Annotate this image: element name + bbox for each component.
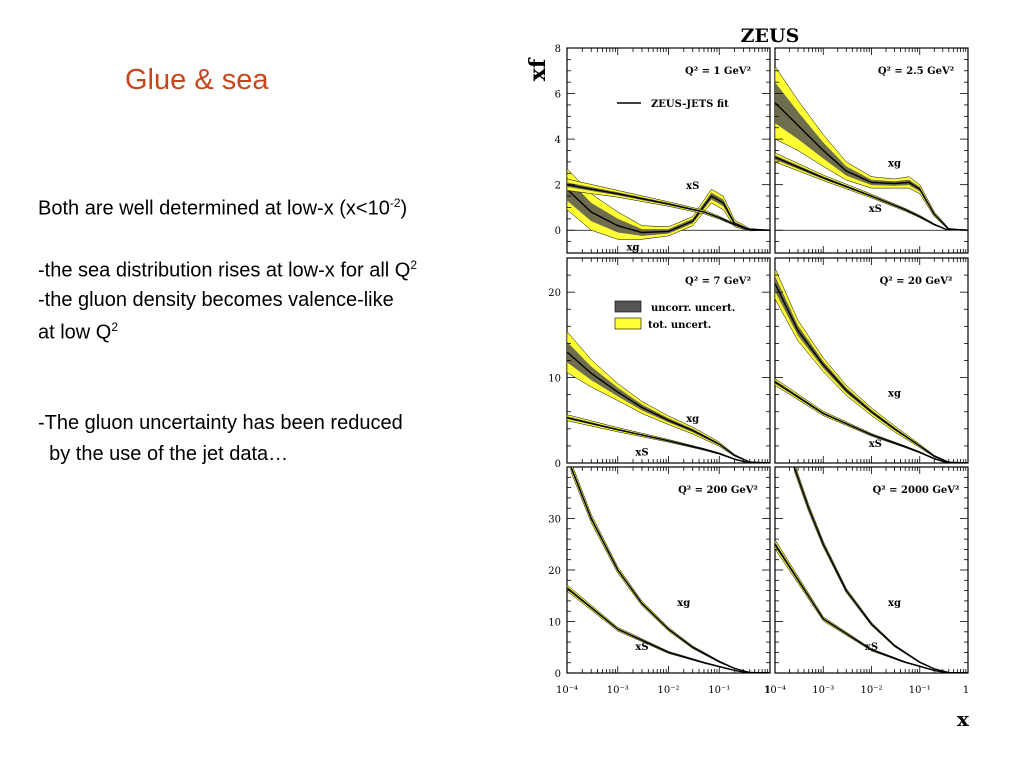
bullet-line: -the gluon density becomes valence-like bbox=[38, 289, 394, 312]
x-tick-label: 10⁻⁴ bbox=[764, 685, 786, 696]
curve-label-xS: xS bbox=[869, 439, 882, 450]
curve-label-xS: xS bbox=[635, 447, 648, 458]
curve-label-xg: xg bbox=[888, 388, 901, 399]
curve-label-xS: xS bbox=[635, 642, 648, 653]
legend-uncorr-swatch bbox=[614, 300, 642, 313]
chart-panel: Q² = 20 GeV² xg xS bbox=[774, 257, 969, 464]
y-tick-label: 30 bbox=[548, 515, 561, 526]
series-xg-fit-line bbox=[570, 467, 770, 673]
series-xS-fit-line bbox=[775, 381, 968, 463]
y-tick-label: 6 bbox=[555, 90, 561, 101]
x-tick-label: 1 bbox=[963, 685, 969, 696]
chart-panel: 0 10 20 30 Q² = 200 GeV² xg xS 10⁻⁴ 10⁻³ 10⁻² 10⁻¹… bbox=[548, 466, 771, 696]
bullet-text-after: ) bbox=[400, 197, 408, 220]
curve-label-xg: xg bbox=[888, 598, 901, 609]
bullet-line: by the use of the jet data… bbox=[38, 443, 288, 466]
curve-label-xS: xS bbox=[686, 181, 699, 192]
panel-plot-area bbox=[567, 168, 770, 240]
chart-panel: Q² = 2.5 GeV² xg xS bbox=[774, 47, 969, 254]
y-tick-label: 20 bbox=[548, 288, 561, 299]
curve-label-xS: xS bbox=[869, 204, 882, 215]
series-xg-uncorr-uncert-band bbox=[567, 177, 770, 236]
y-tick-label: 0 bbox=[555, 226, 561, 237]
panel-q2-label: Q² = 20 GeV² bbox=[880, 276, 953, 287]
legend-fit-label: ZEUS-JETS fit bbox=[651, 99, 729, 110]
curve-label-xg: xg bbox=[888, 158, 901, 169]
panel-frame bbox=[566, 257, 771, 464]
bullet-text: -The gluon uncertainty has been reduced bbox=[38, 412, 403, 434]
chart-panel: Q² = 2000 GeV² xg xS 10⁻⁴ 10⁻³ 10⁻² 10⁻¹ 1 bbox=[764, 466, 969, 696]
panel-frame bbox=[566, 466, 771, 674]
y-tick-label: 2 bbox=[555, 181, 561, 192]
series-xS-fit-line bbox=[775, 156, 968, 231]
panel-plot-area bbox=[567, 467, 770, 673]
x-tick-label: 10⁻¹ bbox=[708, 685, 730, 696]
y-axis-label: xf bbox=[525, 57, 551, 81]
y-tick-label: 10 bbox=[548, 618, 561, 629]
series-xg-fit-line bbox=[775, 102, 968, 231]
panel-q2-label: Q² = 200 GeV² bbox=[678, 485, 758, 496]
panels-layer: 0 2 4 6 8 Q² = 1 GeV² xg xS ZEUS-JETS fit Q² = 2.… bbox=[548, 44, 969, 696]
bullet-text: -the gluon density becomes valence-like bbox=[38, 289, 394, 311]
bullet-superscript: 2 bbox=[111, 320, 119, 334]
legend-tot-label: tot. uncert. bbox=[648, 320, 711, 331]
y-tick-label: 0 bbox=[555, 669, 561, 680]
panel-q2-label: Q² = 1 GeV² bbox=[685, 66, 751, 77]
series-xS-fit-line bbox=[775, 543, 968, 673]
x-tick-label: 10⁻⁴ bbox=[556, 685, 578, 696]
y-tick-label: 4 bbox=[555, 135, 561, 146]
y-tick-label: 20 bbox=[548, 566, 561, 577]
series-xg-fit-line bbox=[775, 283, 968, 463]
curve-label-xS: xS bbox=[865, 642, 878, 653]
slide-title: Glue & sea bbox=[125, 64, 269, 96]
series-xS-fit-line bbox=[567, 417, 770, 463]
panel-plot-area bbox=[775, 65, 968, 231]
bullet-text: -the sea distribution rises at low-x for… bbox=[38, 259, 411, 282]
bullet-text: at low Q bbox=[38, 321, 112, 344]
series-xS-fit-line bbox=[567, 587, 770, 673]
x-tick-label: 10⁻³ bbox=[812, 685, 834, 696]
bullet-superscript: -2 bbox=[389, 196, 401, 210]
series-xg-fit-line bbox=[793, 467, 968, 673]
series-xS-fit-line bbox=[567, 184, 770, 231]
x-tick-label: 10⁻³ bbox=[607, 685, 629, 696]
x-axis-label: x bbox=[957, 707, 970, 731]
x-tick-label: 1 bbox=[765, 685, 771, 696]
curve-label-xg: xg bbox=[686, 414, 699, 425]
x-tick-label: 10⁻² bbox=[657, 685, 679, 696]
legend-uncorr-label: uncorr. uncert. bbox=[651, 303, 735, 314]
bullet-line: -The gluon uncertainty has been reduced bbox=[38, 412, 403, 435]
bullet-text: by the use of the jet data… bbox=[38, 443, 289, 465]
bullet-line: Both are well determined at low-x (x<10-… bbox=[38, 196, 407, 221]
bullet-superscript: 2 bbox=[410, 258, 418, 272]
legend-tot-swatch bbox=[614, 317, 642, 330]
curve-label-xg: xg bbox=[677, 598, 690, 609]
panel-q2-label: Q² = 7 GeV² bbox=[685, 276, 751, 287]
x-tick-label: 10⁻¹ bbox=[909, 685, 931, 696]
series-xg-fit-line bbox=[567, 351, 770, 463]
bullet-line: -the sea distribution rises at low-x for… bbox=[38, 258, 417, 283]
panel-q2-label: Q² = 2.5 GeV² bbox=[878, 66, 954, 77]
panel-frame bbox=[774, 257, 969, 464]
panel-plot-area bbox=[775, 268, 968, 463]
y-tick-label: 0 bbox=[555, 459, 561, 470]
panel-q2-label: Q² = 2000 GeV² bbox=[873, 485, 960, 496]
x-tick-label: 10⁻² bbox=[860, 685, 882, 696]
chart-panel: 0 2 4 6 8 Q² = 1 GeV² xg xS ZEUS-JETS fit bbox=[555, 44, 771, 254]
y-tick-label: 8 bbox=[555, 44, 561, 55]
chart-title: ZEUS bbox=[741, 25, 800, 47]
chart-panel: 0 10 20 Q² = 7 GeV² xg xS uncorr. uncert. tot. … bbox=[548, 257, 771, 470]
bullet-text: Both are well determined at low-x (x<10 bbox=[38, 197, 390, 220]
y-tick-label: 10 bbox=[548, 374, 561, 385]
bullet-line: at low Q2 bbox=[38, 320, 118, 345]
curve-label-xg: xg bbox=[627, 243, 640, 254]
